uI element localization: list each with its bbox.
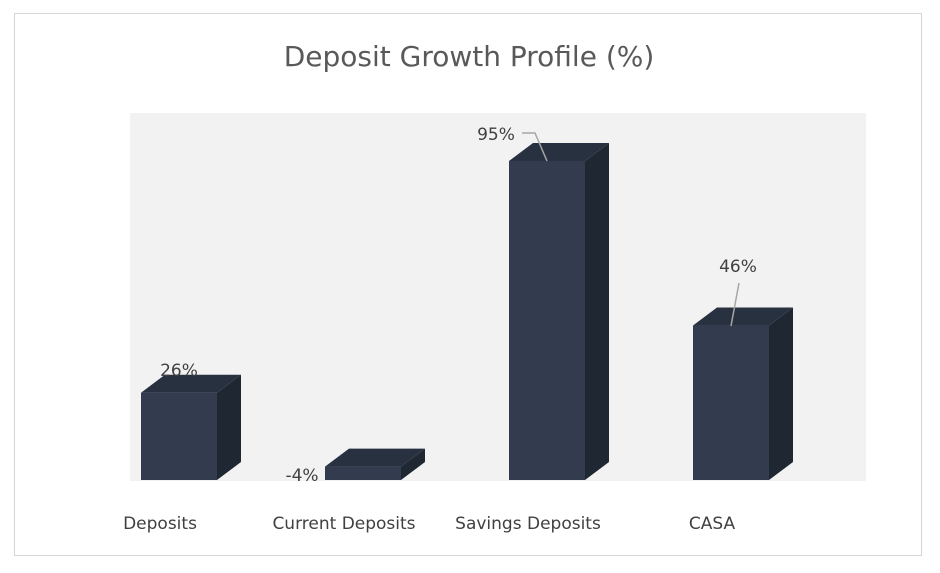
- bar-side-face: [769, 307, 793, 480]
- bar-savings-deposits: [509, 143, 609, 480]
- data-labels: 26% -4% 95% 46%: [160, 125, 757, 486]
- bar-top-face: [693, 307, 793, 326]
- leader-lines: [522, 132, 740, 327]
- leader-line: [730, 282, 740, 327]
- bar-side-face: [217, 374, 241, 480]
- data-label: 95%: [477, 125, 515, 145]
- leader-line: [522, 132, 548, 162]
- bar-deposits: [141, 374, 241, 480]
- bars-group: [141, 143, 793, 480]
- bar-front-face: [693, 325, 769, 480]
- bar-front-face: [509, 161, 585, 480]
- bar-side-face: [401, 448, 425, 480]
- bar-front-face: [141, 392, 217, 480]
- chart-title: Deposit Growth Profile (%): [284, 40, 655, 73]
- bar-side-face: [585, 143, 609, 480]
- category-label: CASA: [689, 514, 736, 534]
- bar-top-face: [325, 448, 425, 467]
- bar-current-deposits: [325, 448, 425, 480]
- data-label: 46%: [719, 257, 757, 277]
- bar-casa: [693, 307, 793, 480]
- bar-top-face: [509, 143, 609, 161]
- data-label: 26%: [160, 361, 198, 381]
- bar-front-face: [325, 466, 401, 480]
- data-label: -4%: [285, 466, 318, 486]
- category-label: Savings Deposits: [455, 514, 601, 534]
- category-label: Current Deposits: [272, 514, 415, 534]
- category-labels: Deposits Current Deposits Savings Deposits…: [123, 514, 735, 534]
- category-label: Deposits: [123, 514, 197, 534]
- bar-top-face: [141, 374, 241, 393]
